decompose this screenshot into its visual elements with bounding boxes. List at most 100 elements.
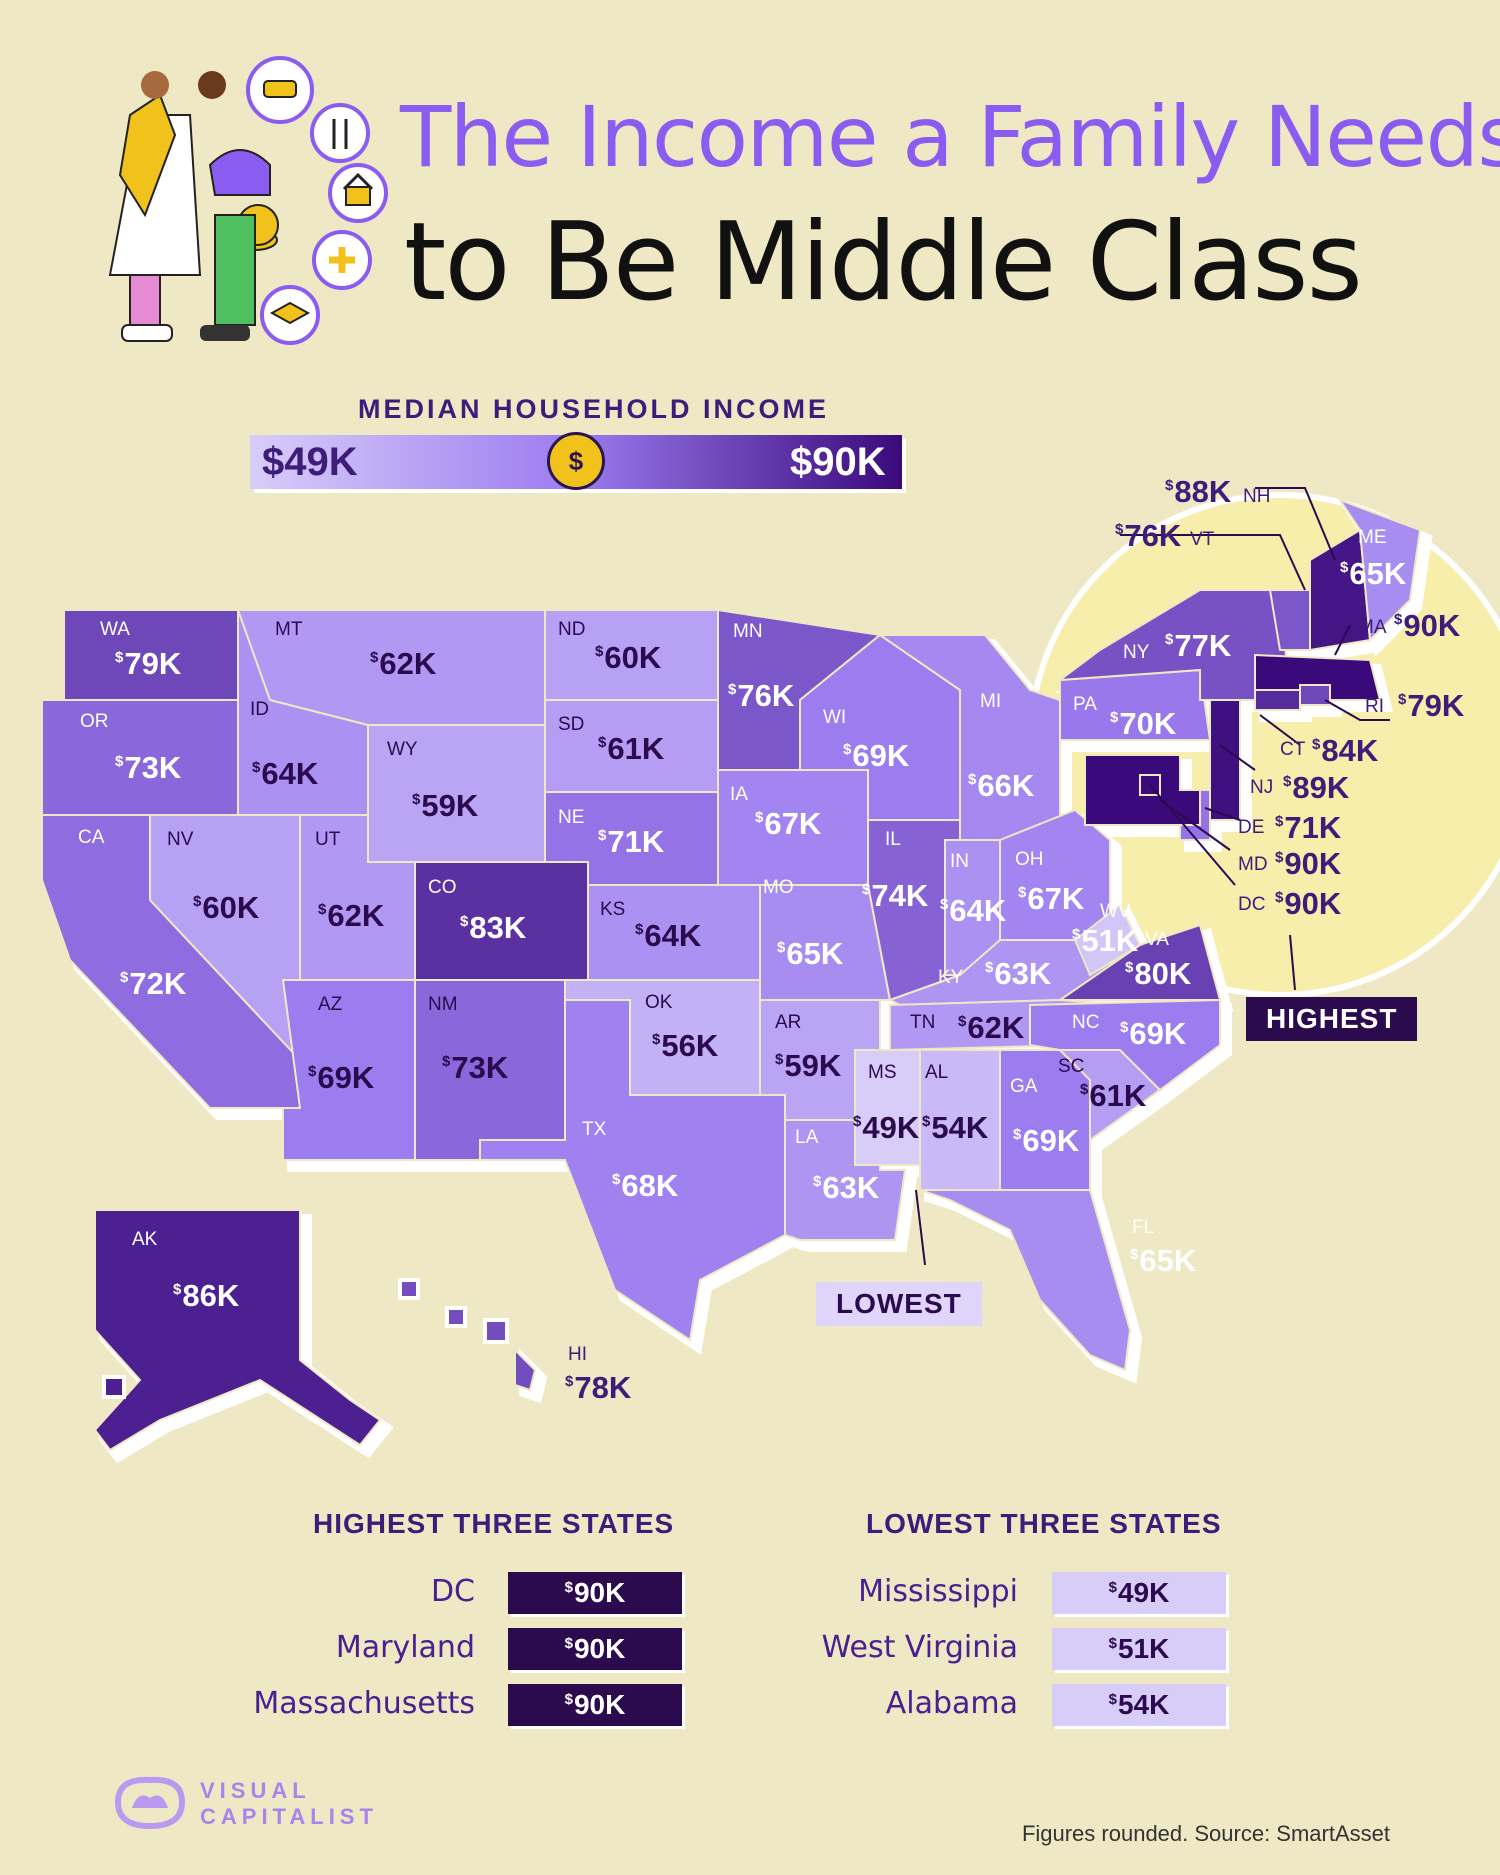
state-abbr-fl: FL [1132, 1217, 1155, 1238]
visual-capitalist-logo-text: VISUAL CAPITALIST [200, 1778, 378, 1830]
highest-callout: HIGHEST [1246, 997, 1418, 1041]
state-abbr-id: ID [250, 699, 269, 720]
callout-line [1324, 699, 1390, 721]
state-abbr-or: OR [80, 711, 109, 732]
highest-table-title: HIGHEST THREE STATES [313, 1508, 675, 1539]
family-illustration [108, 56, 388, 345]
state-value-nj: $89K [1283, 770, 1350, 805]
state-value-ky: $63K [985, 956, 1052, 991]
state-value-ny: $77K [1165, 628, 1232, 663]
lowest-row-value: $54K [1052, 1684, 1226, 1726]
state-abbr-mt: MT [275, 619, 303, 640]
state-value-la: $63K [813, 1170, 880, 1205]
state-abbr-nc: NC [1072, 1012, 1100, 1033]
state-abbr-ky: KY [938, 967, 964, 988]
state-abbr-ri: RI [1365, 696, 1384, 717]
state-value-mi: $66K [968, 768, 1035, 803]
state-value-ms: $49K [853, 1110, 920, 1145]
state-abbr-vt: VT [1190, 529, 1215, 550]
state-abbr-wv: WV [1100, 901, 1131, 922]
dollar-coin-icon: $ [547, 432, 605, 490]
state-abbr-ny: NY [1123, 642, 1150, 663]
state-nc [1029, 998, 1221, 1092]
state-abbr-ak: AK [132, 1229, 158, 1250]
state-value-sc: $61K [1080, 1078, 1147, 1113]
callout-line [1259, 714, 1301, 746]
state-abbr-al: AL [925, 1062, 949, 1083]
state-value-wy: $59K [412, 788, 479, 823]
state-value-mn: $76K [728, 678, 795, 713]
legend-min-label: $49K [262, 440, 358, 484]
callout-line [1149, 784, 1236, 886]
callout-line [1204, 807, 1241, 821]
state-value-sd: $61K [598, 731, 665, 766]
callout-line [1334, 624, 1351, 656]
state-abbr-oh: OH [1015, 849, 1044, 870]
state-abbr-ma: MA [1358, 617, 1387, 638]
state-value-me: $65K [1340, 556, 1407, 591]
state-abbr-de: DE [1238, 817, 1265, 838]
state-abbr-ia: IA [730, 784, 748, 805]
state-value-pa: $70K [1110, 706, 1177, 741]
state-oh [999, 808, 1111, 941]
state-abbr-wy: WY [387, 739, 418, 760]
state-abbr-ga: GA [1010, 1076, 1038, 1097]
state-abbr-mi: MI [980, 691, 1002, 712]
state-value-ma: $90K [1394, 608, 1461, 643]
state-abbr-la: LA [795, 1127, 819, 1148]
state-value-ut: $62K [318, 898, 385, 933]
title-line2: to Be Middle Class [404, 200, 1363, 325]
title-line1: The Income a Family Needs [400, 88, 1500, 186]
state-value-va: $80K [1125, 956, 1192, 991]
callout-line [1120, 534, 1306, 591]
callout-line [1255, 487, 1336, 561]
state-ak [93, 1209, 382, 1452]
hawaii-island [398, 1278, 420, 1300]
state-abbr-ne: NE [558, 807, 585, 828]
state-abbr-nv: NV [167, 829, 194, 850]
state-mi [876, 634, 1061, 841]
state-abbr-dc: DC [1238, 894, 1266, 915]
callout-line [1219, 744, 1256, 771]
hawaii-island [445, 1306, 467, 1328]
state-value-il: $74K [862, 878, 929, 913]
highest-row-name: DC [430, 1574, 475, 1609]
state-value-nh: $88K [1165, 474, 1232, 509]
state-value-nv: $60K [193, 890, 260, 925]
state-value-id: $64K [252, 756, 319, 791]
state-abbr-ar: AR [775, 1012, 802, 1033]
state-abbr-co: CO [428, 877, 457, 898]
highest-row-name: Maryland [335, 1630, 475, 1665]
lowest-row-name: West Virginia [821, 1630, 1018, 1665]
state-wv [1073, 903, 1142, 977]
highest-row-value: $90K [508, 1684, 682, 1726]
state-abbr-az: AZ [318, 994, 343, 1015]
alaska-island [102, 1375, 126, 1399]
state-tx [479, 999, 786, 1342]
state-abbr-il: IL [885, 829, 901, 850]
state-value-ca: $72K [120, 966, 187, 1001]
state-abbr-ok: OK [645, 992, 673, 1013]
state-value-ct: $84K [1312, 733, 1379, 768]
highest-row-value: $90K [508, 1572, 682, 1614]
state-value-in: $64K [940, 893, 1007, 928]
state-value-al: $54K [922, 1110, 989, 1145]
state-value-ri: $79K [1398, 688, 1465, 723]
lowest-row-value: $49K [1052, 1572, 1226, 1614]
state-value-hi: $78K [565, 1370, 632, 1405]
visual-capitalist-logo-icon [114, 1776, 186, 1830]
highest-row-value: $90K [508, 1628, 682, 1670]
state-value-tx: $68K [612, 1168, 679, 1203]
callout-line [1159, 799, 1231, 851]
state-abbr-nj: NJ [1250, 777, 1274, 798]
lowest-row-value: $51K [1052, 1628, 1226, 1670]
state-abbr-ms: MS [868, 1062, 897, 1083]
state-ct [1254, 689, 1301, 711]
state-value-md: $90K [1275, 846, 1342, 881]
state-va [1056, 923, 1222, 1001]
legend-max-label: $90K [790, 440, 886, 484]
lowest-table-title: LOWEST THREE STATES [866, 1508, 1222, 1539]
state-abbr-hi: HI [568, 1344, 587, 1365]
state-abbr-pa: PA [1073, 694, 1097, 715]
state-value-wi: $69K [843, 738, 910, 773]
